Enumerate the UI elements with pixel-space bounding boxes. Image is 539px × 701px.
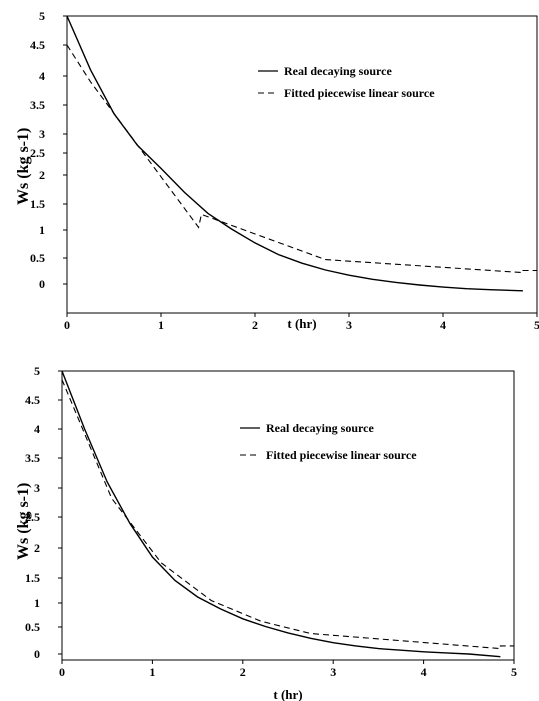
chart-bottom: Ws (kg s-1) t (hr) Real decaying source … [15,364,517,701]
y-tick-label: 4 [34,422,40,436]
series-line-real [66,15,523,292]
y-tick-label: 0.5 [25,620,40,634]
y-axis-label-top: Ws (kg s-1) [15,128,32,205]
y-tick-label: 5 [34,364,40,378]
y-axis-label-text: Ws (kg s-1) [15,128,32,205]
x-tick-label: 2 [240,665,246,679]
y-tick-label: 2 [39,168,45,182]
svg-text:Ws (kg s-1): Ws (kg s-1) [15,128,32,205]
x-tick-label: 1 [149,665,155,679]
legend-bottom: Real decaying source Fitted piecewise li… [240,421,417,462]
y-axis-label-text: Ws (kg s-1) [15,483,32,560]
legend-label-fitted: Fitted piecewise linear source [266,448,417,462]
y-tick-label: 3 [39,127,45,141]
legend-top: Real decaying source Fitted piecewise li… [258,64,435,100]
y-tick-label: 3 [34,481,40,495]
legend-label-real: Real decaying source [266,421,374,435]
y-tick-label: 1 [39,223,45,237]
x-tick-label: 4 [421,665,427,679]
series-line-fitted [61,379,514,650]
plot-frame [66,15,538,314]
x-tick-label: 0 [64,318,70,332]
y-tick-label: 3.5 [25,451,40,465]
y-tick-label: 1 [34,596,40,610]
y-tick-label: 4.5 [25,393,40,407]
y-axis-label-bottom: Ws (kg s-1) [15,483,32,560]
y-tick-label: 3.5 [30,98,45,112]
x-axis-label: t (hr) [287,316,316,331]
x-tick-label: 2 [252,318,258,332]
x-tick-label: 3 [330,665,336,679]
y-tick-label: 0 [34,647,40,661]
series-line-real [61,370,501,658]
series-line-fitted [66,44,537,274]
y-tick-label: 1.5 [30,197,45,211]
y-tick-label: 0 [39,277,45,291]
svg-text:Ws (kg s-1): Ws (kg s-1) [15,483,32,560]
x-tick-label: 5 [534,318,539,332]
y-tick-label: 2.5 [30,146,45,160]
x-tick-label: 0 [59,665,65,679]
y-tick-label: 0.5 [30,251,45,265]
x-tick-label: 1 [158,318,164,332]
y-tick-label: 5 [39,9,45,23]
x-axis-label: t (hr) [273,687,302,701]
x-tick-label: 3 [346,318,352,332]
y-tick-label: 2.5 [25,510,40,524]
y-tick-label: 1.5 [25,571,40,585]
plot-frame [61,370,515,661]
legend-label-fitted: Fitted piecewise linear source [284,86,435,100]
y-tick-label: 2 [34,541,40,555]
x-tick-label: 5 [511,665,517,679]
x-tick-label: 4 [440,318,446,332]
y-tick-label: 4.5 [30,38,45,52]
legend-label-real: Real decaying source [284,64,392,78]
chart-top: Ws (kg s-1) t (hr) Real decaying source … [15,9,539,332]
y-tick-label: 4 [39,69,45,83]
